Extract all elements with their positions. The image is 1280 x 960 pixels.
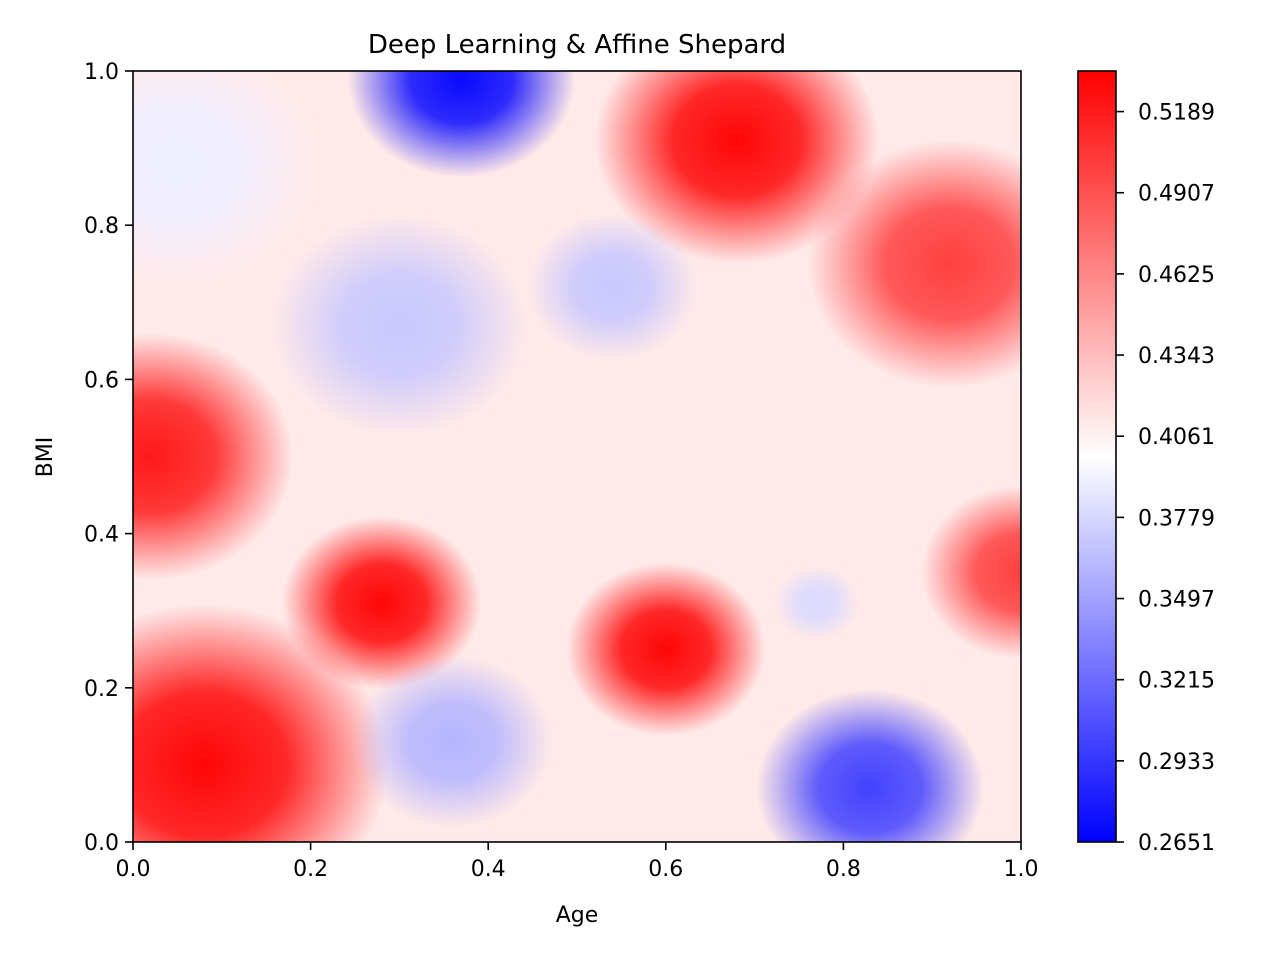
colorbar (1077, 70, 1117, 843)
heatmap-region (353, 655, 553, 829)
heatmap-region (527, 212, 698, 361)
heatmap-field (133, 71, 1021, 842)
y-tick-label: 1.0 (84, 60, 119, 85)
heatmap-region (133, 333, 293, 580)
y-tick-label: 0.0 (84, 831, 119, 856)
heatmap-region (921, 485, 1021, 659)
colorbar-tick-label: 0.4061 (1138, 425, 1215, 450)
heatmap-region (594, 71, 879, 264)
y-tick-label: 0.2 (84, 677, 119, 702)
colorbar-tick-label: 0.2651 (1138, 831, 1215, 856)
plot-area-frame (132, 70, 1022, 843)
y-tick-label: 0.6 (84, 368, 119, 393)
y-tick-label: 0.8 (84, 214, 119, 239)
heatmap-region (566, 562, 766, 736)
x-tick-label: 0.8 (826, 857, 861, 882)
y-axis-ticks: 0.0 0.2 0.4 0.6 0.8 1.0 (84, 60, 133, 856)
x-axis-ticks: 0.0 0.2 0.4 0.6 0.8 1.0 (116, 842, 1039, 882)
x-tick-label: 0.0 (116, 857, 151, 882)
y-axis-label: BMI (33, 437, 58, 478)
heatmap-region (756, 689, 984, 842)
heatmap-region (774, 565, 860, 640)
heatmap-region (807, 140, 1021, 388)
heatmap-region (347, 71, 576, 178)
colorbar-tick-label: 0.2933 (1138, 750, 1215, 775)
x-axis-label: Age (556, 903, 599, 928)
x-tick-label: 0.2 (293, 857, 328, 882)
heatmap-region (133, 71, 320, 287)
colorbar-tick-label: 0.5189 (1138, 101, 1215, 126)
heatmap-region (282, 516, 482, 690)
colorbar-tick-label: 0.4625 (1138, 263, 1215, 288)
colorbar-tick-label: 0.3497 (1138, 588, 1215, 613)
x-tick-label: 1.0 (1004, 857, 1039, 882)
y-tick-label: 0.4 (84, 523, 119, 548)
x-tick-label: 0.4 (471, 857, 506, 882)
chart-title: Deep Learning & Affine Shepard (368, 30, 786, 60)
x-tick-label: 0.6 (648, 857, 683, 882)
colorbar-tick-label: 0.3779 (1138, 506, 1215, 531)
heatmap-region (271, 214, 528, 437)
colorbar-tick-label: 0.4343 (1138, 344, 1215, 369)
colorbar-ticks: 0.2651 0.2933 0.3215 0.3497 0.3779 0.4061 0.43… (1116, 101, 1215, 856)
colorbar-tick-label: 0.4907 (1138, 182, 1215, 207)
colorbar-tick-label: 0.3215 (1138, 669, 1215, 694)
